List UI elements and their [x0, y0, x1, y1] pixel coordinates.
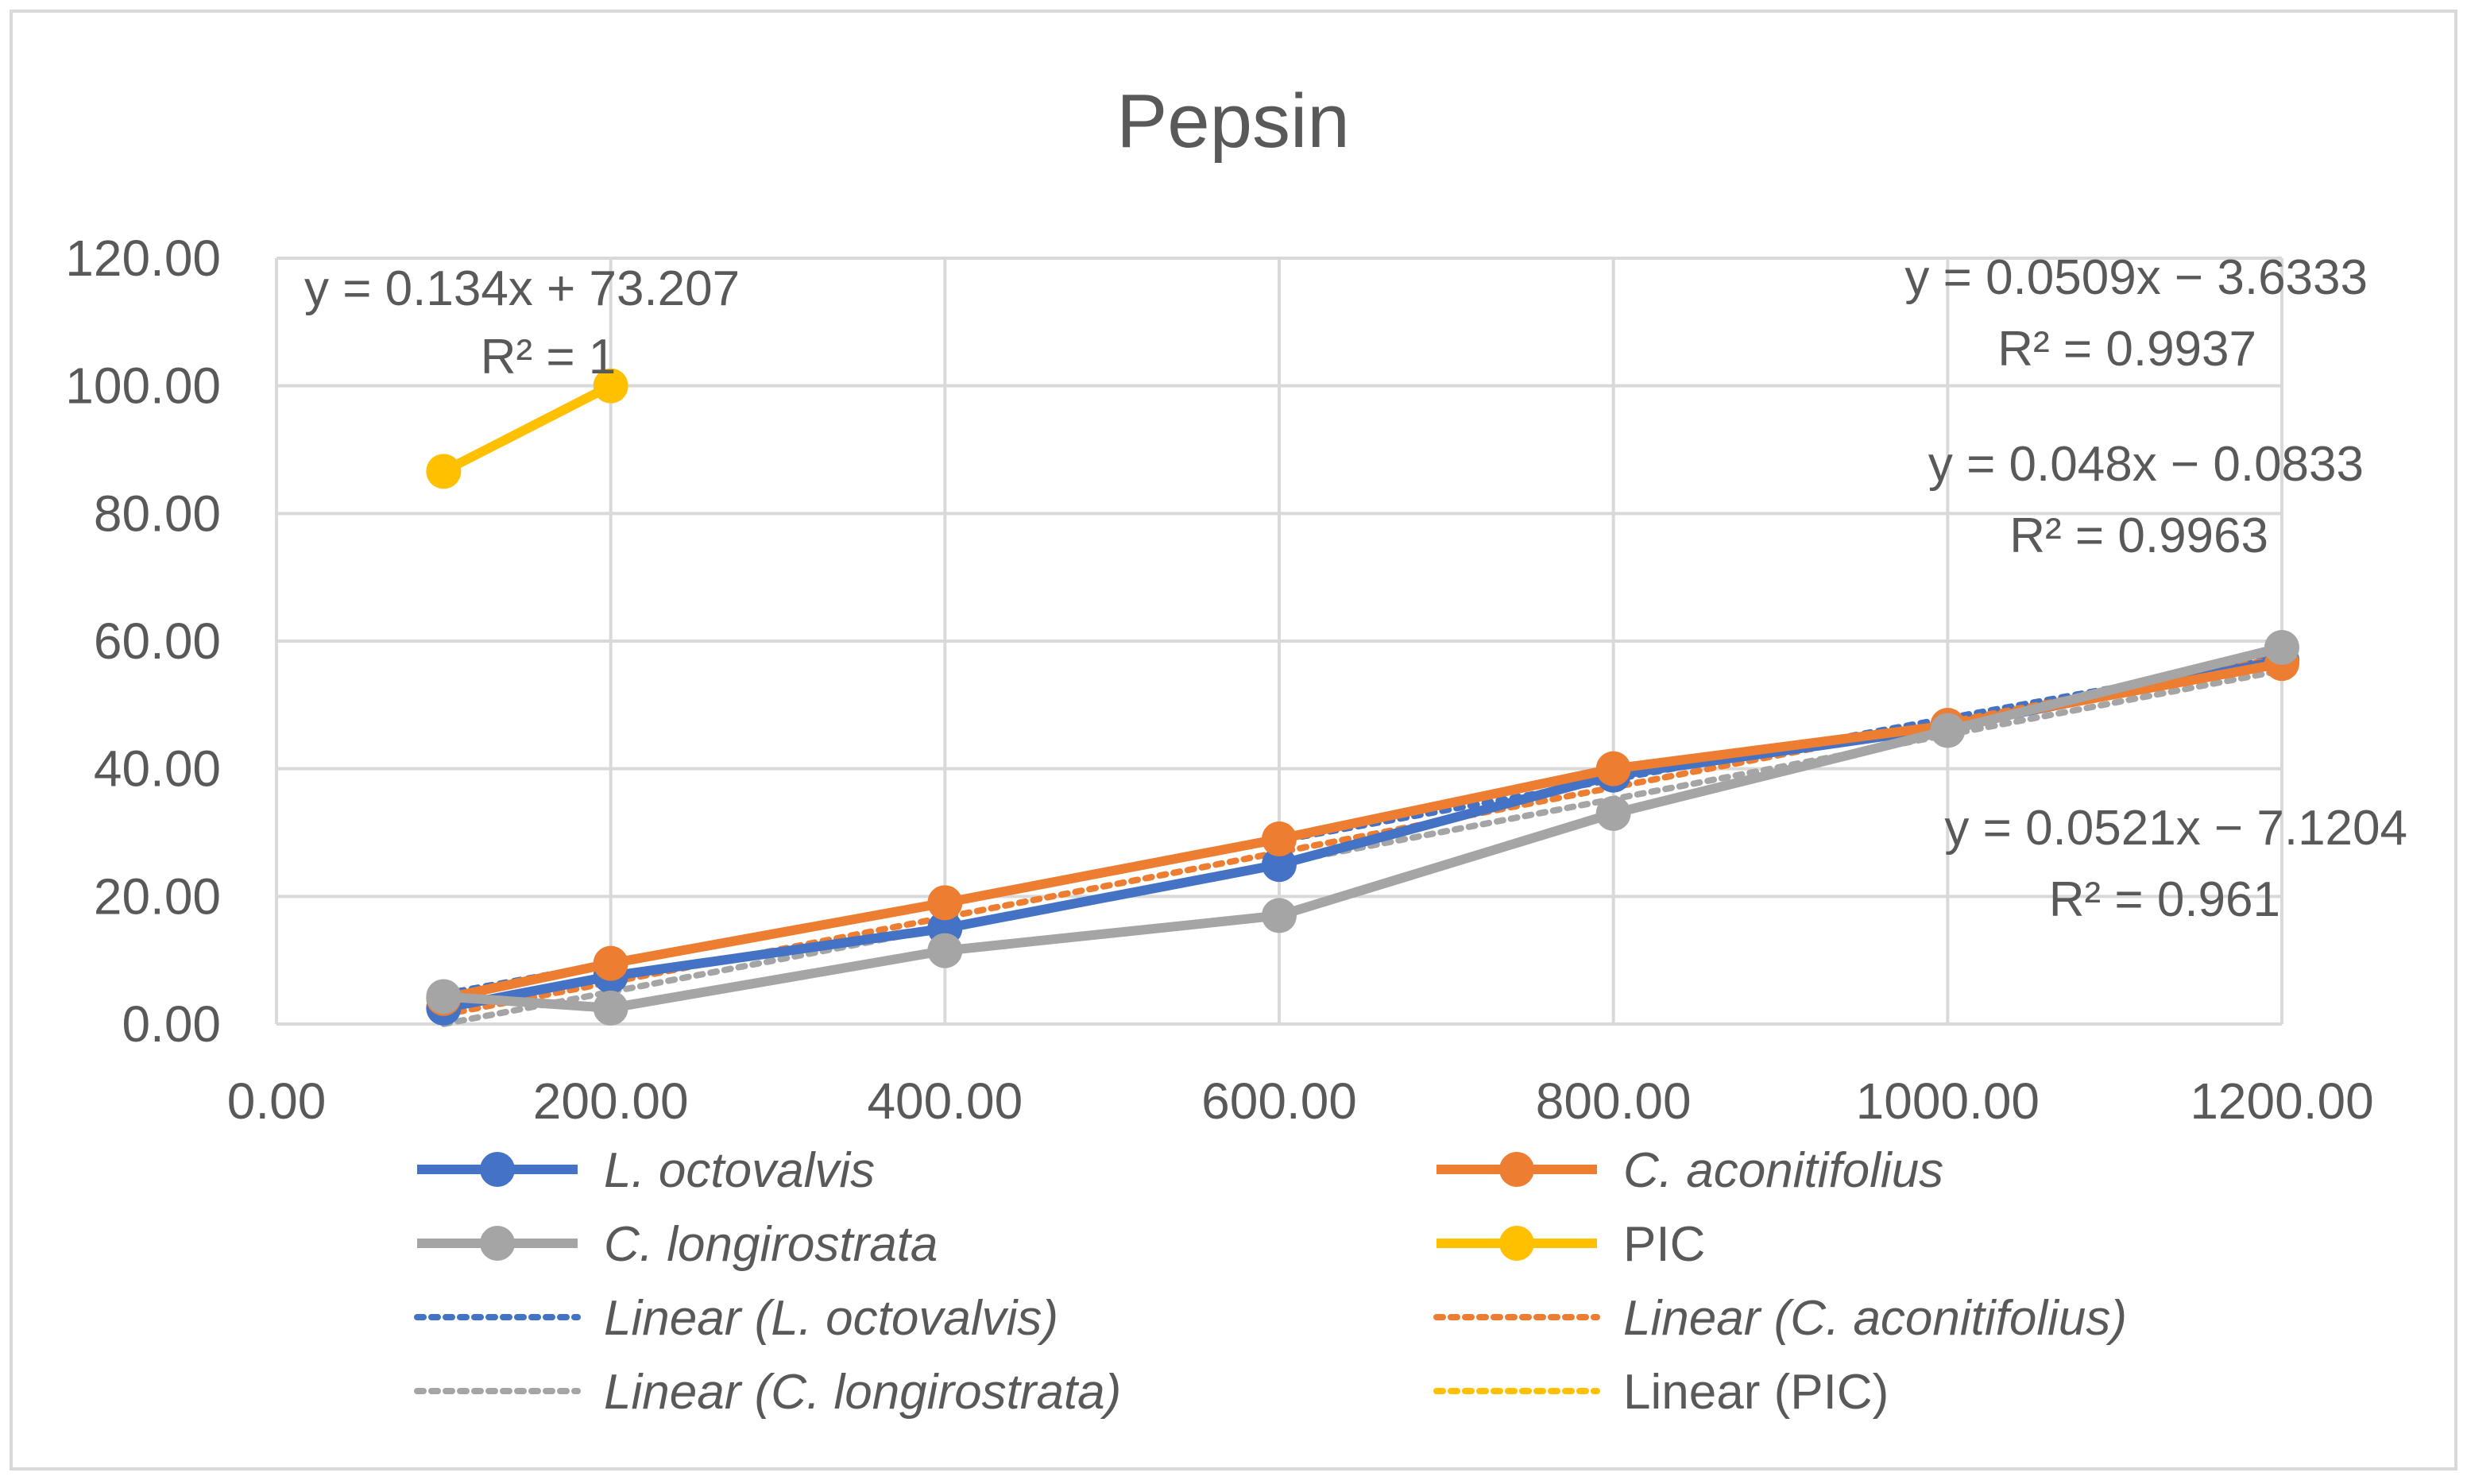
- data-point: [1262, 847, 1297, 883]
- data-point: [1595, 795, 1631, 831]
- trendline-equation: y = 0.0521x − 7.1204: [1944, 801, 2407, 856]
- y-tick-label: 60.00: [94, 613, 221, 670]
- legend-item-series: PIC: [1437, 1217, 1705, 1272]
- chart-title: Pepsin: [1116, 79, 1350, 164]
- legend-label: Linear (L. octovalvis): [604, 1291, 1058, 1346]
- legend-label: Linear (C. aconitifolius): [1623, 1291, 2127, 1346]
- y-tick-label: 0.00: [122, 995, 221, 1053]
- y-tick-label: 120.00: [65, 230, 221, 287]
- annotation-layer: y = 0.134x + 73.207 R² = 1 y = 0.0509x − 3…: [304, 250, 2407, 927]
- legend-item-trendline: Linear (C. aconitifolius): [1433, 1291, 2127, 1346]
- data-point: [1262, 898, 1297, 933]
- x-tick-label: 400.00: [867, 1072, 1023, 1130]
- series-line: [439, 381, 616, 477]
- data-point: [1262, 821, 1297, 857]
- data-point: [593, 945, 628, 981]
- x-tick-label: 0.00: [227, 1072, 327, 1130]
- legend-item-trendline: Linear (L. octovalvis): [414, 1291, 1058, 1346]
- data-point: [1595, 751, 1631, 786]
- legend-item-series: C. longirostrata: [417, 1217, 938, 1272]
- tick-layer: 0.00 20.00 40.00 60.00 80.00 100.00 120.00 0.00…: [65, 230, 2373, 1130]
- legend-label: PIC: [1623, 1217, 1705, 1272]
- legend-swatch-marker: [480, 1152, 515, 1187]
- legend-label: Linear (C. longirostrata): [604, 1365, 1121, 1420]
- legend-swatch-marker: [1499, 1226, 1534, 1261]
- data-point: [593, 990, 628, 1026]
- y-tick-label: 80.00: [94, 485, 221, 542]
- legend-label: Linear (PIC): [1623, 1365, 1889, 1420]
- chart-border: [10, 10, 2457, 1470]
- x-tick-label: 1000.00: [1856, 1072, 2040, 1130]
- trendline-r-squared: R² = 0.9937: [1997, 322, 2256, 377]
- trendline-r-squared: R² = 0.9963: [2009, 508, 2268, 563]
- x-tick-label: 1200.00: [2190, 1072, 2373, 1130]
- legend-label: L. octovalvis: [604, 1143, 875, 1198]
- legend-label: C. longirostrata: [604, 1217, 938, 1272]
- y-tick-label: 100.00: [65, 357, 221, 415]
- trendline-equation: y = 0.0509x − 3.6333: [1904, 250, 2368, 305]
- data-point: [1930, 713, 1966, 748]
- x-tick-label: 600.00: [1201, 1072, 1357, 1130]
- legend-swatch-marker: [480, 1226, 515, 1261]
- trendline: [440, 667, 2285, 1027]
- data-point: [927, 885, 963, 921]
- trendline-r-squared: R² = 0.961: [2049, 872, 2280, 927]
- legend-label: C. aconitifolius: [1623, 1143, 1943, 1198]
- data-point: [927, 933, 963, 968]
- legend-item-trendline: Linear (PIC): [1433, 1365, 1889, 1420]
- data-point: [426, 454, 462, 489]
- x-tick-label: 200.00: [533, 1072, 689, 1130]
- legend-item-series: C. aconitifolius: [1437, 1143, 1943, 1198]
- data-point: [2264, 630, 2299, 666]
- y-tick-label: 20.00: [94, 868, 221, 925]
- data-point: [426, 979, 462, 1014]
- series-layer: [426, 368, 2299, 1026]
- trendline-r-squared: R² = 1: [481, 330, 617, 385]
- trendline-equation: y = 0.134x + 73.207: [304, 261, 740, 316]
- data-point: [593, 368, 628, 404]
- legend-item-series: L. octovalvis: [417, 1143, 875, 1198]
- legend: L. octovalvis C. aconitifolius C. longiros…: [414, 1143, 2127, 1420]
- legend-swatch-marker: [1499, 1152, 1534, 1187]
- x-tick-label: 800.00: [1536, 1072, 1692, 1130]
- legend-item-trendline: Linear (C. longirostrata): [414, 1365, 1121, 1420]
- trendline-equation: y = 0.048x − 0.0833: [1928, 437, 2364, 492]
- y-tick-label: 40.00: [94, 740, 221, 798]
